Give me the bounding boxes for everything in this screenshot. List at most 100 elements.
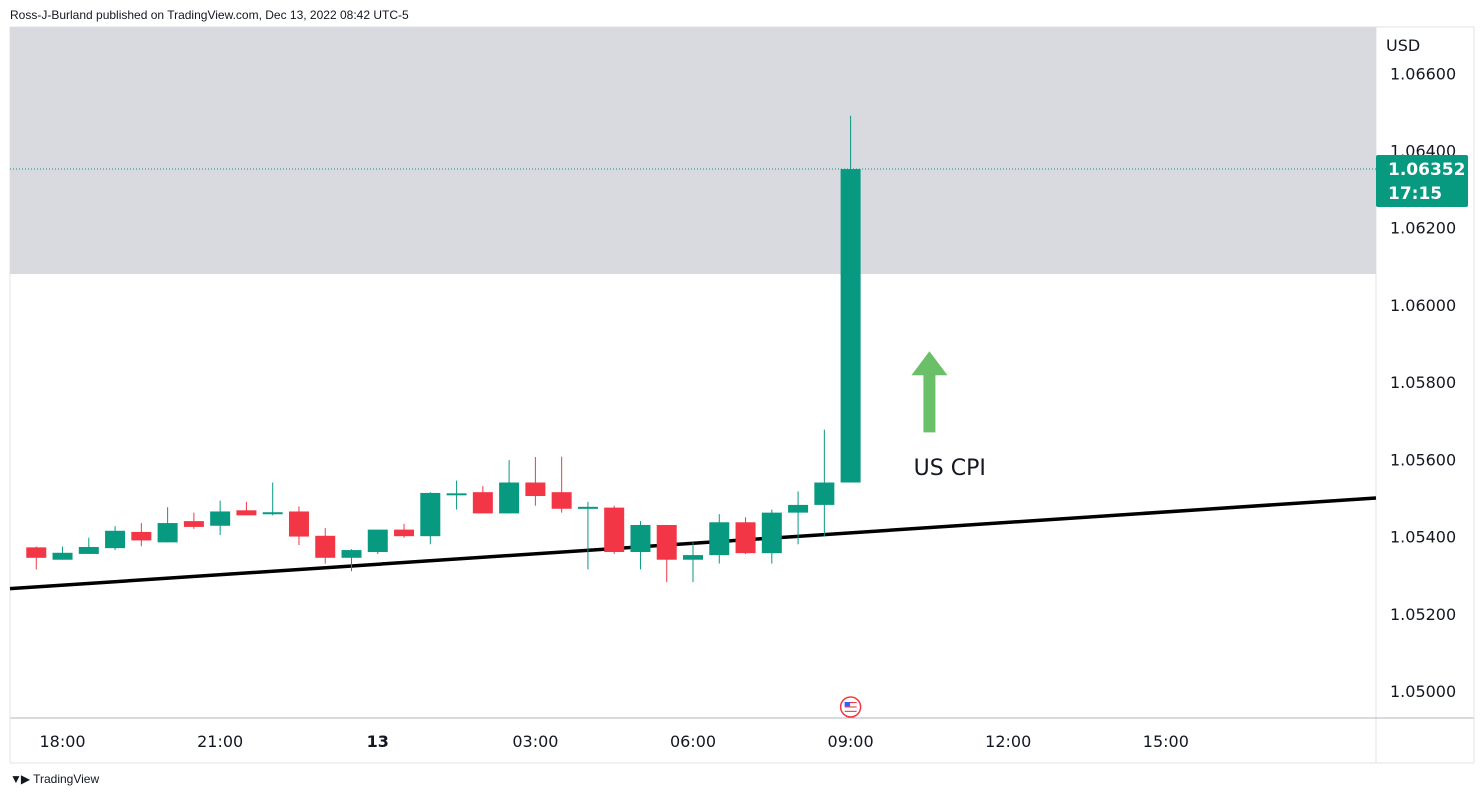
price-tick-label: 1.06200 [1390,219,1456,238]
tradingview-logo-icon: ▼▶ [10,772,30,786]
price-tick-label: 1.06000 [1390,296,1456,315]
time-tick-label: 15:00 [1143,732,1189,751]
candle-body [525,482,546,497]
candle-body [157,523,178,543]
candle [131,523,152,547]
candle [683,542,703,583]
candle-body [788,504,809,513]
candle-body [341,550,362,558]
candle [577,501,598,570]
candle [551,456,572,513]
candle [525,457,546,506]
candle-body [315,535,336,558]
candle-body [105,530,126,549]
last-price-label-bg [1376,155,1468,208]
candle-body [131,531,152,541]
candle [499,460,520,514]
candle [761,509,782,564]
candle-body [26,547,47,558]
up-arrow-icon [911,351,948,433]
flag-stripe [844,710,857,712]
resistance-zone-layer [10,27,1376,275]
candle-body [236,510,257,516]
time-tick-label: 06:00 [670,732,716,751]
arrow-layer [911,351,948,433]
last-price-value: 1.06352 [1388,160,1465,180]
flag-stripe [844,704,857,706]
annotation-us-cpi: US CPI [914,456,986,481]
candle [446,480,467,510]
candle-body [78,546,99,554]
candle [236,501,257,516]
candle [420,492,441,545]
candle [788,491,809,545]
candle-body [499,482,520,514]
time-axis-labels: 18:00 21:00 13 03:00 06:00 09:00 12:00 15:00 [39,732,1188,751]
price-tick-label: 1.05200 [1390,605,1456,624]
candle [26,546,47,570]
candle [394,523,415,538]
candle-body [472,492,493,514]
flag-canton [844,702,851,707]
candle [814,429,835,537]
footer-logo-text: TradingView [33,772,100,786]
candle-body [183,521,204,527]
price-tick-label: 1.05600 [1390,450,1456,469]
candle-body [367,529,388,553]
us-flag-event-icon [839,696,862,718]
candle [315,528,336,564]
candle-body [577,506,598,509]
candle [157,507,178,543]
candles-layer [26,115,861,583]
candle-body [446,493,467,496]
candle-body [420,492,441,537]
time-tick-label: 13 [367,732,389,751]
candle [656,524,677,583]
price-tick-label: 1.05400 [1390,528,1456,547]
event-marker-layer [839,696,862,718]
candle-body [288,511,309,537]
candle [183,512,204,529]
candle [210,500,231,536]
time-tick-label: 03:00 [512,732,558,751]
last-price-label: 1.06352 17:15 [1376,155,1468,208]
flag-stripe [844,706,857,708]
flag-stripe [844,702,857,704]
candle [52,546,73,560]
candle [840,115,861,483]
price-tick-label: 1.06600 [1390,64,1456,83]
candle-body [52,552,73,560]
candle-body [210,511,231,526]
candle-body [551,492,572,509]
candle [341,549,362,572]
candle [262,482,283,516]
candle [604,505,625,554]
candle-body [709,522,730,556]
candle-body [683,555,703,560]
time-tick-label: 12:00 [985,732,1031,751]
price-tick-label: 1.05000 [1390,682,1456,701]
candle [78,537,99,554]
resistance-zone [10,27,1376,275]
candle-body [262,512,283,515]
candle-body [761,512,782,554]
candle-body [656,524,677,560]
flag-stripe [844,708,857,710]
candle-body [394,529,415,537]
candle [735,517,756,554]
candle-body [604,507,625,553]
candle-body [735,522,756,554]
time-tick-label: 21:00 [197,732,243,751]
candle-body [814,482,835,505]
candle [288,506,309,546]
footer-branding: ▼▶ TradingView [10,772,99,786]
annotation-layer: US CPI [914,456,986,481]
candle-body [630,524,651,553]
candle [709,514,730,564]
last-price-countdown: 17:15 [1388,184,1442,204]
candle [630,521,651,570]
time-tick-label: 09:00 [828,732,874,751]
candle-body [840,169,861,483]
candle [367,529,388,554]
